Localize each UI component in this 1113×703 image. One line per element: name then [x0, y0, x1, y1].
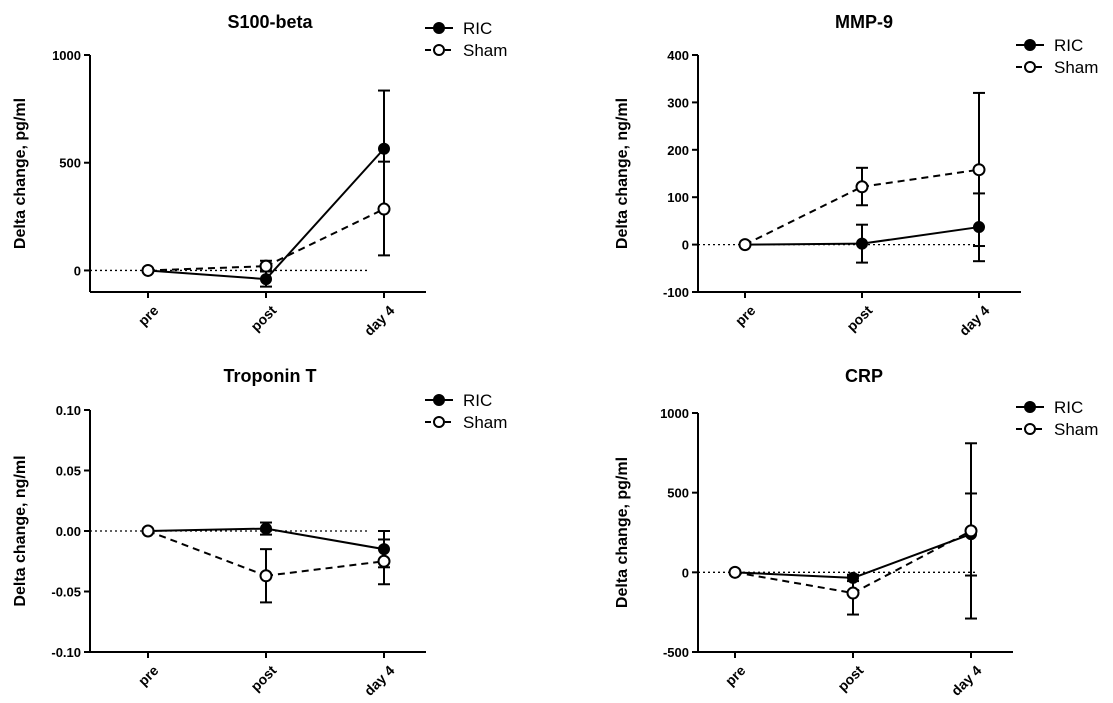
y-axis-label: Delta change, ng/ml	[614, 98, 631, 249]
legend-marker	[433, 22, 445, 34]
data-point	[260, 273, 272, 286]
data-point	[377, 202, 391, 216]
series-line-segment	[265, 208, 385, 268]
series-line-segment	[861, 168, 980, 188]
series-line-segment	[734, 571, 854, 595]
series-sham	[728, 442, 978, 620]
y-axis-label: Delta change, pg/ml	[12, 98, 29, 249]
x-tick-label: post	[247, 662, 279, 694]
y-tick-label: 0	[74, 263, 81, 278]
x-tick-label: day 4	[956, 302, 993, 339]
series-ric	[729, 492, 977, 584]
data-point	[728, 565, 742, 579]
x-tick-label: day 4	[948, 662, 985, 699]
series-line-segment	[734, 571, 854, 579]
y-tick-label: -100	[663, 285, 689, 300]
data-point	[377, 554, 391, 568]
y-tick-label: 0.05	[56, 464, 81, 479]
y-tick-label: 1000	[52, 48, 81, 63]
series-line-segment	[744, 185, 863, 246]
legend-label: Sham	[463, 41, 507, 60]
chart-panel-2: Troponin T -0.10 -0.05 0.00 0.05 0.10 Delta ch…	[12, 366, 507, 699]
y-tick-label: 0	[682, 565, 689, 580]
legend-marker	[1024, 423, 1036, 435]
x-tick-label: pre	[135, 662, 162, 689]
chart-panel-0: S100-beta 0 500 1000 Delta change, pg/ml pre p…	[12, 12, 507, 339]
series-line-segment	[147, 527, 267, 532]
series-line-segment	[265, 527, 385, 551]
y-tick-label: -500	[663, 645, 689, 660]
chart-title: CRP	[845, 366, 883, 386]
legend-marker	[1024, 401, 1036, 413]
data-point	[972, 163, 986, 177]
y-tick-label: 0.10	[56, 403, 81, 418]
legend-label: RIC	[1054, 398, 1083, 417]
legend-marker	[433, 44, 445, 56]
legend-marker	[433, 416, 445, 428]
series-line-segment	[861, 226, 980, 245]
legend-label: RIC	[463, 391, 492, 410]
legend-label: RIC	[1054, 36, 1083, 55]
series-line-segment	[265, 148, 385, 280]
data-point	[259, 259, 273, 273]
data-point	[378, 142, 390, 155]
y-tick-label: 300	[667, 95, 689, 110]
series-sham	[141, 160, 391, 277]
y-axis-label: Delta change, ng/ml	[12, 455, 29, 606]
data-point	[259, 569, 273, 583]
legend-label: Sham	[1054, 58, 1098, 77]
x-tick-label: day 4	[361, 302, 398, 339]
chart-panel-1: MMP-9 -100 0 100 200 300 400 Delta change, ng/m…	[614, 12, 1098, 339]
legend-label: Sham	[463, 413, 507, 432]
data-point	[964, 524, 978, 538]
legend-marker	[433, 394, 445, 406]
x-tick-label: pre	[732, 302, 759, 329]
y-tick-label: -0.05	[51, 585, 81, 600]
x-tick-label: pre	[722, 662, 749, 689]
data-point	[856, 237, 868, 250]
data-point	[141, 263, 155, 277]
data-point	[260, 522, 272, 535]
x-tick-label: post	[834, 662, 866, 694]
y-tick-label: 100	[667, 190, 689, 205]
legend-label: RIC	[463, 19, 492, 38]
chart-panel-3: CRP -500 0 500 1000 Delta change, pg/ml pre pos…	[614, 366, 1098, 699]
series-line-segment	[852, 530, 972, 594]
y-tick-label: 500	[667, 486, 689, 501]
series-ric	[142, 89, 390, 288]
legend-label: Sham	[1054, 420, 1098, 439]
chart-title: Troponin T	[224, 366, 317, 386]
y-tick-label: 500	[59, 156, 81, 171]
y-tick-label: -0.10	[51, 645, 81, 660]
series-line-segment	[147, 530, 267, 577]
series-sham	[141, 524, 391, 604]
legend-marker	[1024, 61, 1036, 73]
series-sham	[738, 91, 986, 252]
x-tick-label: post	[843, 302, 875, 334]
y-tick-label: 200	[667, 143, 689, 158]
data-point	[141, 524, 155, 538]
y-axis-label: Delta change, pg/ml	[614, 457, 631, 608]
series-line-segment	[744, 242, 863, 246]
chart-title: S100-beta	[227, 12, 313, 32]
series-line-segment	[147, 269, 267, 281]
legend-marker	[1024, 39, 1036, 51]
x-tick-label: post	[247, 302, 279, 334]
series-line-segment	[147, 265, 267, 272]
y-tick-label: 400	[667, 48, 689, 63]
series-line-segment	[265, 560, 385, 577]
x-tick-label: day 4	[361, 662, 398, 699]
y-tick-label: 0	[682, 238, 689, 253]
y-tick-label: 0.00	[56, 524, 81, 539]
x-tick-label: pre	[135, 302, 162, 329]
data-point	[738, 238, 752, 252]
data-point	[846, 586, 860, 600]
y-tick-label: 1000	[660, 406, 689, 421]
data-point	[855, 180, 869, 194]
chart-title: MMP-9	[835, 12, 893, 32]
